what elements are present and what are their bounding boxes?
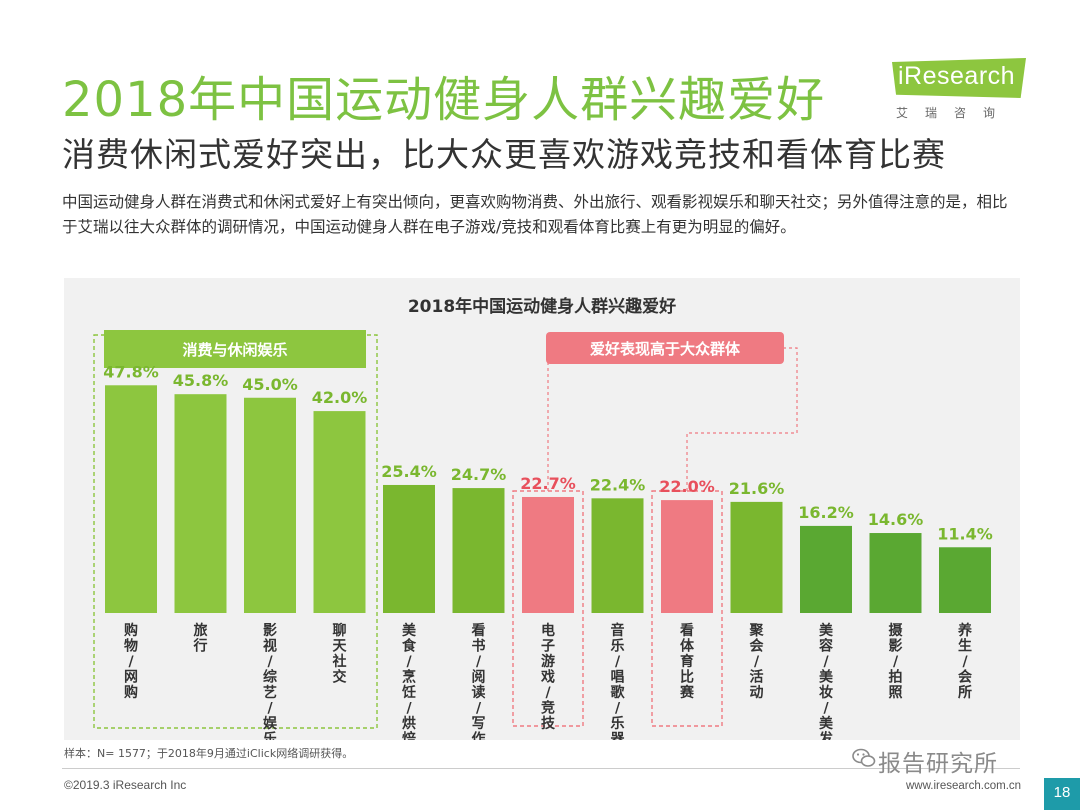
bar-footer-band bbox=[939, 598, 991, 613]
data-label: 11.4% bbox=[937, 524, 993, 543]
bar bbox=[313, 411, 366, 598]
data-label: 45.0% bbox=[242, 375, 298, 394]
category-label: 摄影/拍照 bbox=[889, 622, 904, 701]
data-label: 47.8% bbox=[103, 362, 159, 381]
bar bbox=[661, 500, 713, 598]
category-label: 音乐/唱歌/乐器 bbox=[610, 622, 626, 740]
bar bbox=[174, 394, 227, 598]
logo-text: iResearch bbox=[898, 62, 1016, 90]
category-label: 看体育比赛 bbox=[679, 622, 695, 701]
category-label: 聚会/活动 bbox=[749, 623, 765, 701]
bar bbox=[522, 496, 574, 598]
above-public-label-bg bbox=[546, 332, 784, 364]
bar bbox=[452, 488, 505, 598]
source-note: 样本：N= 1577；于2018年9月通过iClick网络调研获得。 bbox=[64, 747, 354, 760]
bar-footer-band bbox=[800, 598, 852, 613]
wechat-icon bbox=[852, 748, 876, 767]
data-label: 22.7% bbox=[520, 474, 576, 493]
leisure-group-label: 消费与休闲娱乐 bbox=[182, 341, 287, 359]
leisure-group-label-bg bbox=[104, 330, 366, 368]
page-subtitle: 消费休闲式爱好突出，比大众更喜欢游戏竞技和看体育比赛 bbox=[62, 135, 946, 174]
data-label: 14.6% bbox=[868, 510, 924, 529]
page-number: 18 bbox=[1044, 778, 1080, 810]
category-label: 聊天社交 bbox=[332, 622, 348, 686]
data-label: 21.6% bbox=[729, 479, 785, 498]
category-label: 美容/美妆/美发 bbox=[818, 622, 834, 740]
bar bbox=[800, 525, 852, 598]
bar bbox=[383, 484, 435, 598]
bar-footer-band bbox=[591, 598, 644, 613]
bar-footer-band bbox=[730, 598, 783, 613]
watermark: 报告研究所 bbox=[878, 751, 998, 777]
bar bbox=[869, 533, 922, 598]
bar bbox=[591, 498, 644, 598]
bar-footer-band bbox=[313, 598, 366, 613]
bar-footer-band bbox=[869, 598, 922, 613]
logo-subtext: 艾瑞咨询 bbox=[896, 106, 1013, 120]
bar-footer-band bbox=[174, 598, 227, 613]
data-label: 22.4% bbox=[590, 475, 646, 494]
data-label: 16.2% bbox=[798, 503, 854, 522]
highlight-connector bbox=[547, 347, 576, 491]
bar-footer-band bbox=[522, 598, 574, 613]
data-label: 24.7% bbox=[451, 465, 507, 484]
data-label: 25.4% bbox=[381, 462, 437, 481]
bar-footer-band bbox=[661, 598, 713, 613]
page-title: 2018年中国运动健身人群兴趣爱好 bbox=[62, 72, 826, 128]
bar-footer-band bbox=[452, 598, 505, 613]
category-label: 看书/阅读/写作 bbox=[471, 622, 486, 740]
highlight-connector bbox=[686, 347, 798, 491]
footer-divider bbox=[62, 768, 1020, 769]
bar-footer-band bbox=[105, 598, 157, 613]
logo-badge bbox=[892, 58, 1026, 98]
description-text: 中国运动健身人群在消费式和休闲式爱好上有突出倾向，更喜欢购物消费、外出旅行、观看… bbox=[62, 193, 1008, 236]
bar bbox=[244, 397, 296, 598]
data-label: 42.0% bbox=[312, 388, 368, 407]
bar bbox=[105, 385, 157, 598]
category-label: 购物/网购 bbox=[124, 622, 138, 701]
chart-title: 2018年中国运动健身人群兴趣爱好 bbox=[408, 296, 676, 317]
above-public-label: 爱好表现高于大众群体 bbox=[590, 340, 741, 358]
bar bbox=[730, 501, 783, 598]
website: www.iresearch.com.cn bbox=[906, 780, 1022, 792]
copyright: ©2019.3 iResearch Inc bbox=[64, 778, 187, 792]
data-label: 45.8% bbox=[173, 371, 229, 390]
category-label: 美食/烹饪/烘焙 bbox=[401, 622, 417, 740]
category-label: 养生/会所 bbox=[957, 622, 973, 701]
bar-footer-band bbox=[244, 598, 296, 613]
bar bbox=[939, 547, 991, 598]
data-label: 22.0% bbox=[659, 477, 715, 496]
category-label: 旅行 bbox=[193, 622, 208, 655]
iresearch-logo: iResearch 艾瑞咨询 bbox=[892, 58, 1026, 124]
bar-footer-band bbox=[383, 598, 435, 613]
category-label: 电子游戏/竞技 bbox=[540, 622, 556, 732]
category-label: 影视/综艺/娱乐 bbox=[263, 623, 278, 740]
